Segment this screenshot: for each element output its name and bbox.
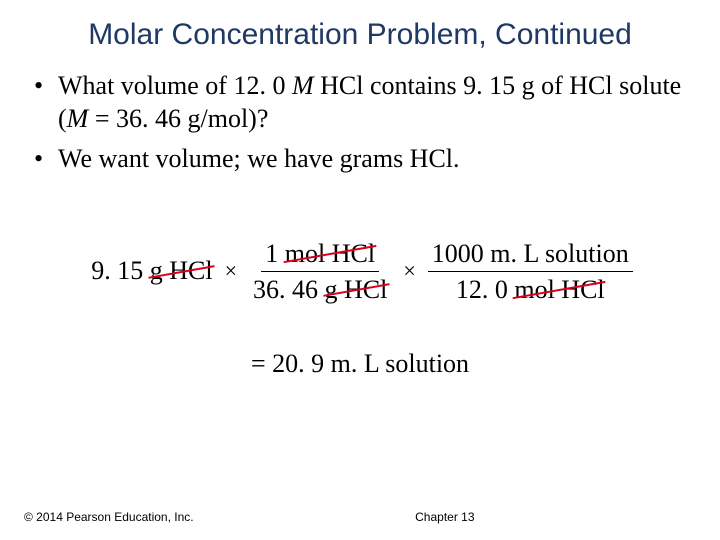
bullet-list: • What volume of 12. 0 M HCl contains 9.… — [28, 70, 692, 176]
copyright: © 2014 Pearson Education, Inc. — [24, 510, 194, 524]
numerator: 1000 m. L solution — [428, 238, 633, 272]
text-italic: M — [67, 104, 89, 133]
footer: © 2014 Pearson Education, Inc. Chapter 1… — [24, 510, 696, 524]
bullet-text: What volume of 12. 0 M HCl contains 9. 1… — [58, 70, 692, 135]
denominator: 12. 0 mol HCl — [452, 272, 609, 305]
value: 1 — [265, 239, 285, 268]
unit-cancelled: g HCl — [150, 256, 213, 286]
numerator: 1 mol HCl — [261, 238, 379, 272]
value: 36. 46 — [253, 275, 325, 304]
calculation-result: = 20. 9 m. L solution — [28, 349, 692, 379]
unit-cancelled: mol HCl — [514, 274, 604, 305]
unit-cancelled: g HCl — [325, 274, 388, 305]
calculation: 9. 15 g HCl × 1 mol HCl 36. 46 g HCl × 1… — [32, 238, 692, 305]
bullet-text: We want volume; we have grams HCl. — [58, 143, 692, 176]
unit-cancelled: mol HCl — [285, 238, 375, 269]
times-icon: × — [391, 258, 427, 284]
text-italic: M — [292, 71, 314, 100]
denominator: 36. 46 g HCl — [249, 272, 391, 305]
calc-start: 9. 15 g HCl — [91, 256, 212, 286]
bullet-item: • We want volume; we have grams HCl. — [34, 143, 692, 176]
text-fragment: What volume of 12. 0 — [58, 71, 292, 100]
text-fragment: = 36. 46 g/mol)? — [88, 104, 268, 133]
times-icon: × — [213, 258, 249, 284]
fraction-2: 1000 m. L solution 12. 0 mol HCl — [428, 238, 633, 305]
slide-title: Molar Concentration Problem, Continued — [28, 18, 692, 52]
fraction-1: 1 mol HCl 36. 46 g HCl — [249, 238, 391, 305]
bullet-dot: • — [34, 143, 58, 176]
bullet-dot: • — [34, 70, 58, 135]
value: 9. 15 — [91, 256, 150, 285]
chapter-label: Chapter 13 — [194, 510, 696, 524]
value: 12. 0 — [456, 275, 515, 304]
bullet-item: • What volume of 12. 0 M HCl contains 9.… — [34, 70, 692, 135]
